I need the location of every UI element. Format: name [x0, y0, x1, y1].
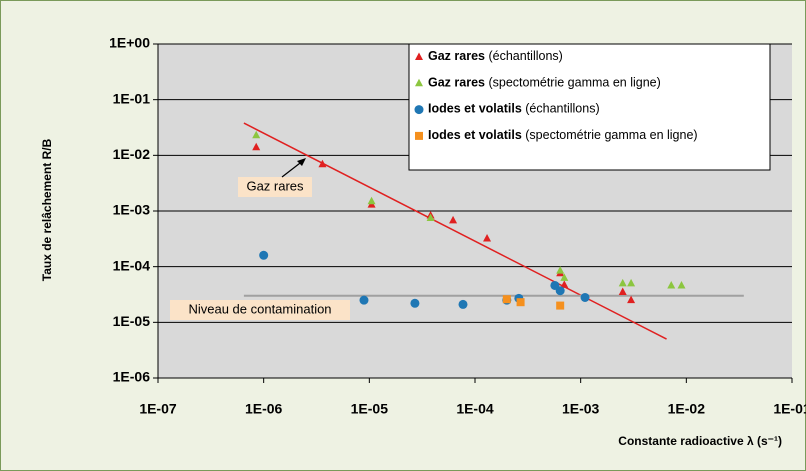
x-tick-label: 1E-02 [668, 401, 706, 417]
point [580, 292, 590, 302]
point [367, 196, 376, 205]
legend-box [408, 43, 771, 171]
x-tick-label: 1E-06 [245, 401, 283, 417]
point [259, 250, 269, 260]
x-tick-label: 1E-07 [139, 401, 177, 417]
point [502, 295, 511, 304]
legend-marker [415, 78, 423, 87]
point [555, 286, 565, 296]
point [618, 287, 627, 296]
point [556, 266, 565, 274]
point [252, 142, 261, 151]
legend-marker [414, 105, 424, 115]
y-tick-label: 1E-03 [113, 202, 151, 218]
y-tick-label: 1E-01 [113, 90, 151, 106]
point [410, 298, 420, 308]
y-tick-label: 1E-04 [113, 257, 151, 273]
point [426, 213, 435, 221]
legend: Gaz rares (échantillons) Gaz rares (spect… [408, 43, 771, 171]
annotation-box [238, 177, 312, 197]
legend-marker [415, 52, 423, 60]
annotation-text: Gaz rares [246, 178, 304, 193]
x-tick-label: 1E-01 [773, 401, 806, 417]
legend-text: Iodes et volatils (spectométrie gamma en… [428, 128, 698, 142]
point [618, 278, 627, 287]
x-tick-label: 1E-03 [562, 401, 600, 417]
point [516, 298, 525, 307]
point [560, 280, 569, 288]
legend-text: Gaz rares (spectométrie gamma en ligne) [428, 76, 661, 90]
y-axis-label: Taux de relâchement R/B [40, 138, 54, 281]
point [627, 278, 636, 287]
y-tick-label: 1E-06 [113, 369, 151, 385]
point [318, 159, 327, 168]
annotation: Niveau de contamination [170, 300, 350, 320]
annotation-text: Niveau de contamination [188, 301, 331, 316]
annotation-box [170, 300, 350, 320]
x-tick-label: 1E-04 [456, 401, 494, 417]
x-tick-label: 1E-05 [351, 401, 389, 417]
arrow-head [297, 158, 306, 166]
point [252, 130, 261, 139]
point [667, 280, 676, 289]
reference-line [243, 122, 667, 340]
point [458, 299, 468, 309]
point [483, 234, 492, 242]
y-tick-label: 1E-05 [113, 313, 151, 329]
y-tick-label: 1E-02 [113, 146, 151, 162]
point [627, 295, 636, 304]
legend-marker [415, 131, 423, 140]
legend-text: Gaz rares (échantillons) [428, 49, 563, 63]
point [556, 301, 565, 310]
point [560, 273, 569, 281]
point [677, 280, 686, 289]
y-tick-label: 1E+00 [109, 35, 150, 51]
point [449, 215, 458, 224]
x-axis-label: Constante radioactive λ (s⁻¹) [618, 434, 782, 448]
legend-text: Iodes et volatils (échantillons) [428, 102, 600, 116]
point [359, 295, 369, 305]
annotation: Gaz rares [238, 158, 312, 197]
